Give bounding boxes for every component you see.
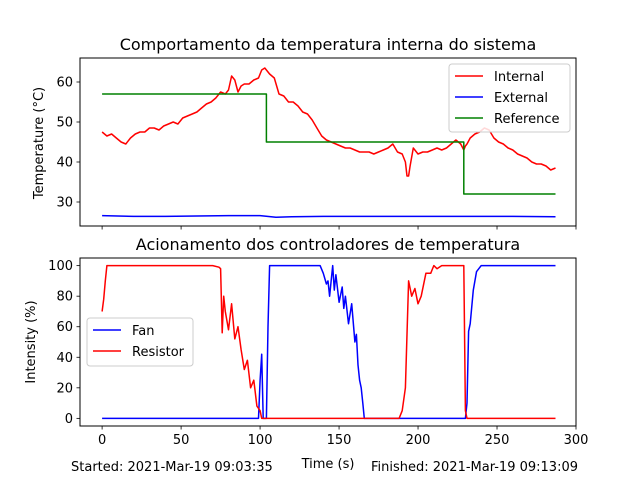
y-tick-label: 80 [56,290,73,305]
controller-chart-ticks: 0 20 40 60 80 100 0 50 100 150 200 250 300 [48,259,588,448]
controller-chart-marks [101,264,556,420]
x-tick-label: 250 [485,433,510,448]
y-tick-label: 20 [56,381,73,396]
y-tick-label: 0 [65,412,73,427]
x-tick-label: 200 [406,433,431,448]
y-tick-label: 100 [48,259,73,274]
y-tick-label: 60 [56,76,73,91]
series-line-external [102,214,556,218]
controller-legend: Fan Resistor [86,317,194,367]
temperature-chart-title: Comportamento da temperatura interna do … [120,35,537,54]
x-tick-label: 300 [564,433,589,448]
legend-label-external: External [494,91,548,106]
x-tick-label: 50 [173,433,190,448]
controller-chart-title: Acionamento dos controladores de tempera… [136,235,520,254]
controller-x-axis-label: Time (s) [301,457,355,472]
controller-plot-frame [79,257,577,427]
started-timestamp: Started: 2021-Mar-19 09:03:35 [71,460,273,475]
y-tick-label: 40 [56,351,73,366]
series-line-resistor [101,264,556,420]
y-tick-label: 50 [56,116,73,131]
temperature-chart-marks [101,67,556,218]
temperature-legend: Internal External Reference [448,63,571,133]
series-line-reference [102,93,556,195]
temperature-y-axis-label: Temperature (°C) [32,87,47,200]
legend-label-resistor: Resistor [132,345,185,360]
legend-label-fan: Fan [132,324,155,339]
temperature-chart-ticks: 30 40 50 60 [56,76,577,230]
y-tick-label: 60 [56,320,73,335]
y-tick-label: 30 [56,196,73,211]
legend-box [448,63,571,133]
controller-chart: Acionamento dos controladores de tempera… [24,235,588,472]
x-tick-label: 0 [98,433,106,448]
x-tick-label: 150 [327,433,352,448]
temperature-plot-frame [79,57,577,227]
x-tick-label: 100 [248,433,273,448]
legend-label-reference: Reference [494,112,559,127]
temperature-chart: Comportamento da temperatura interna do … [32,35,577,230]
legend-label-internal: Internal [494,70,544,85]
series-line-fan [102,264,556,420]
controller-y-axis-label: Intensity (%) [24,300,39,383]
finished-timestamp: Finished: 2021-Mar-19 09:13:09 [371,460,578,475]
y-tick-label: 40 [56,156,73,171]
